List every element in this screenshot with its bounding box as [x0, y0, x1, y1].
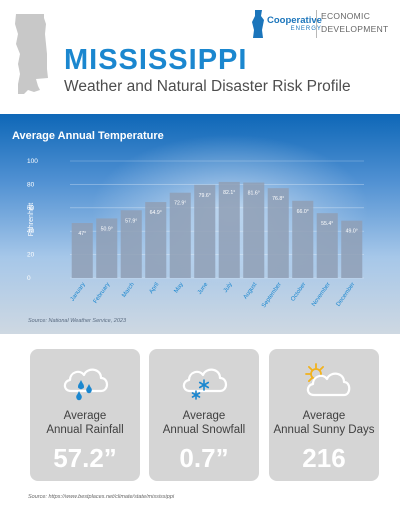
x-tick-label: July: [223, 282, 234, 294]
sunny-days-value: 216: [302, 443, 346, 473]
page-title: MISSISSIPPI: [64, 44, 248, 76]
x-tick-label: August: [243, 281, 259, 300]
value-label: 49.0°: [346, 229, 358, 235]
snowfall-label-line-2: Annual Snowfall: [162, 424, 246, 436]
x-tick-label: March: [121, 282, 135, 299]
value-label: 79.6°: [199, 193, 211, 199]
chart-source: Source: National Weather Service, 2023: [28, 318, 127, 324]
bar-january: [71, 223, 93, 278]
snowfall-card: Average Annual Snowfall 0.7”: [149, 349, 259, 481]
x-tick-label: January: [70, 282, 87, 303]
chart-title: Average Annual Temperature: [12, 130, 164, 142]
value-label: 66.0°: [297, 209, 309, 215]
x-tick-label: April: [149, 282, 161, 295]
bar-december: [341, 220, 363, 278]
mississippi-state-map-icon: [15, 14, 48, 94]
value-label: 64.9°: [150, 210, 162, 216]
logo-mark-icon: [252, 10, 264, 38]
value-label: 76.8°: [272, 196, 284, 202]
footer-source: Source: https://www.bestplaces.net/clima…: [28, 494, 175, 500]
y-tick-label: 100: [27, 158, 38, 165]
bar-june: [194, 184, 216, 278]
y-tick-label: 0: [27, 275, 31, 282]
bar-september: [267, 188, 289, 278]
value-label: 72.9°: [174, 201, 186, 207]
snowfall-value: 0.7”: [179, 443, 229, 473]
x-tick-label: October: [290, 282, 307, 303]
cooperative-energy-logo: Cooperative ENERGY: [252, 10, 322, 38]
snow-cloud-icon: [182, 368, 228, 400]
x-tick-label: September: [261, 282, 283, 309]
rainfall-value: 57.2”: [53, 443, 117, 473]
sunny-days-card: Average Annual Sunny Days 216: [269, 349, 379, 481]
y-tick-label: 40: [27, 228, 35, 235]
org-department: ECONOMIC DEVELOPMENT: [321, 10, 389, 36]
x-tick-label: June: [197, 281, 210, 296]
y-axis-label: Fahrenheit: [28, 203, 35, 237]
y-tick-label: 80: [27, 181, 35, 188]
x-tick-label: May: [173, 282, 184, 295]
value-label: 57.9°: [125, 218, 137, 224]
y-tick-label: 60: [27, 205, 35, 212]
value-label: 47°: [78, 231, 86, 237]
bar-august: [243, 182, 265, 278]
logo-divider: [316, 10, 317, 38]
y-tick-label: 20: [27, 252, 35, 259]
rainfall-card: Average Annual Rainfall 57.2”: [30, 349, 140, 481]
bar-april: [145, 202, 167, 278]
value-label: 55.4°: [321, 221, 333, 227]
x-tick-label: February: [93, 282, 112, 305]
value-label: 50.9°: [101, 226, 113, 232]
rain-cloud-icon: [63, 368, 109, 401]
bar-february: [96, 218, 118, 278]
org-line-1: ECONOMIC: [321, 11, 371, 21]
logo-sub: ENERGY: [290, 25, 322, 32]
sunny-days-label-line-2: Annual Sunny Days: [273, 424, 375, 436]
x-tick-label: November: [311, 282, 332, 308]
page-subtitle: Weather and Natural Disaster Risk Profil…: [64, 78, 351, 95]
value-label: 82.1°: [223, 190, 235, 196]
value-label: 81.6°: [248, 191, 260, 197]
bar-july: [218, 181, 240, 278]
org-line-2: DEVELOPMENT: [321, 24, 389, 34]
sun-cloud-icon: [305, 363, 351, 397]
temperature-bar-chart: 0 20 40 60 80 100 Fahrenheit 47° January 50.9° Feb…: [27, 158, 364, 309]
temperature-chart-panel: Average Annual Temperature 0 20 40 60 80 100 F…: [0, 114, 400, 334]
x-tick-label: December: [336, 282, 357, 308]
bar-march: [120, 210, 142, 278]
snowfall-label-line-1: Average: [182, 410, 226, 422]
bar-october: [292, 200, 314, 278]
logo-name: Cooperative: [267, 15, 322, 27]
bar-may: [169, 192, 191, 278]
sunny-days-label-line-1: Average: [302, 410, 346, 422]
bar-november: [316, 213, 338, 278]
rainfall-label-line-1: Average: [63, 410, 107, 422]
rainfall-label-line-2: Annual Rainfall: [46, 424, 124, 436]
